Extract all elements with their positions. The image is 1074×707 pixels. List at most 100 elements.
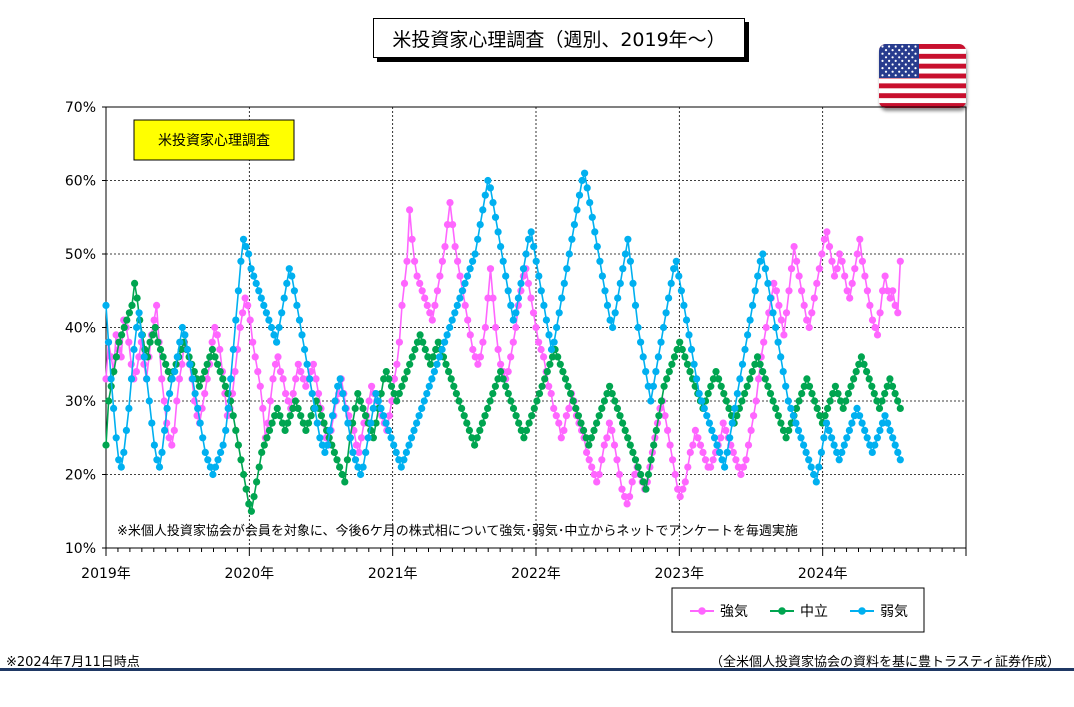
data-point	[752, 397, 760, 405]
data-point	[532, 323, 540, 332]
data-point	[284, 419, 292, 427]
data-point	[666, 441, 674, 449]
data-point	[618, 485, 626, 493]
data-point	[865, 375, 873, 383]
data-point	[585, 456, 593, 464]
data-point	[741, 345, 749, 354]
data-point	[478, 419, 486, 427]
data-point	[560, 426, 568, 434]
data-point	[201, 368, 209, 376]
data-point	[525, 419, 533, 427]
data-point	[507, 301, 515, 309]
data-point	[606, 382, 614, 390]
x-tick-label: 2022年	[511, 566, 561, 582]
data-point	[276, 412, 284, 420]
data-point	[270, 331, 278, 339]
data-point	[176, 338, 184, 346]
data-point	[156, 345, 165, 354]
data-point	[759, 250, 767, 258]
data-point	[334, 382, 342, 390]
data-point	[710, 434, 719, 442]
data-point	[522, 250, 530, 258]
data-point	[715, 375, 723, 383]
data-point	[151, 323, 159, 332]
data-point	[684, 463, 692, 471]
data-point	[742, 456, 750, 464]
data-point	[677, 287, 686, 295]
data-point	[856, 235, 864, 243]
data-point	[443, 331, 451, 339]
data-point	[547, 345, 556, 354]
data-point	[841, 272, 849, 280]
data-point	[685, 331, 693, 339]
data-point	[863, 434, 871, 442]
data-point	[713, 441, 721, 449]
data-point	[365, 397, 373, 405]
data-point	[263, 434, 271, 442]
data-point	[726, 434, 734, 442]
data-point	[382, 368, 390, 376]
data-point	[208, 345, 216, 354]
data-point	[540, 301, 548, 309]
data-point	[662, 309, 670, 317]
data-point	[509, 404, 518, 412]
data-point	[217, 448, 225, 456]
data-point	[812, 478, 820, 486]
data-point	[131, 279, 139, 287]
data-point	[707, 463, 715, 471]
y-tick-label: 70%	[65, 100, 96, 116]
data-point	[764, 382, 772, 390]
data-point	[476, 426, 484, 434]
data-point	[845, 426, 854, 434]
data-point	[785, 426, 793, 434]
data-point	[344, 419, 352, 427]
data-point	[481, 323, 489, 332]
data-point	[603, 434, 611, 442]
data-point	[474, 235, 482, 243]
data-point	[798, 287, 806, 295]
data-point	[110, 368, 118, 376]
data-point	[274, 353, 282, 361]
data-point	[229, 412, 237, 420]
data-point	[738, 397, 746, 405]
data-point	[631, 470, 639, 479]
data-point	[708, 426, 716, 434]
data-point	[842, 397, 850, 405]
data-point	[559, 368, 567, 376]
data-point	[578, 176, 586, 185]
data-point	[886, 426, 894, 434]
data-point	[411, 345, 419, 354]
data-point	[351, 404, 359, 412]
data-point	[356, 397, 364, 405]
data-point	[556, 360, 564, 368]
data-point	[471, 250, 479, 258]
data-point	[393, 360, 401, 368]
data-point	[573, 206, 581, 214]
data-point	[889, 287, 897, 295]
data-point	[751, 287, 759, 295]
data-point	[254, 368, 262, 376]
data-point	[588, 463, 596, 471]
data-point	[214, 456, 222, 464]
data-point	[149, 331, 157, 339]
data-point	[815, 265, 824, 273]
data-point	[754, 272, 762, 280]
data-point	[278, 309, 286, 317]
data-point	[395, 338, 403, 346]
data-point	[456, 294, 464, 302]
data-point	[744, 441, 753, 449]
data-point	[326, 426, 334, 434]
data-point	[294, 360, 302, 368]
legend-item-bullish: 強気	[690, 604, 748, 620]
data-point	[423, 390, 431, 398]
data-point	[802, 448, 810, 456]
data-point	[465, 426, 473, 434]
data-point	[674, 485, 682, 493]
data-point	[246, 316, 254, 324]
data-point	[850, 412, 859, 420]
data-point	[575, 191, 584, 199]
data-point	[229, 345, 237, 354]
data-point	[585, 441, 593, 449]
data-point	[784, 397, 792, 405]
data-point	[587, 434, 596, 442]
